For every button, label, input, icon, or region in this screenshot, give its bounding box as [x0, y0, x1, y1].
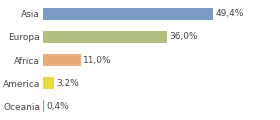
Text: 49,4%: 49,4% — [215, 9, 244, 18]
Bar — [43, 77, 54, 89]
Bar — [43, 31, 167, 43]
Bar — [43, 100, 44, 112]
Text: 36,0%: 36,0% — [169, 32, 198, 41]
Bar — [43, 54, 81, 66]
Text: 0,4%: 0,4% — [46, 102, 69, 111]
Text: 3,2%: 3,2% — [56, 79, 79, 88]
Text: 11,0%: 11,0% — [83, 55, 111, 65]
Bar — [43, 8, 213, 20]
